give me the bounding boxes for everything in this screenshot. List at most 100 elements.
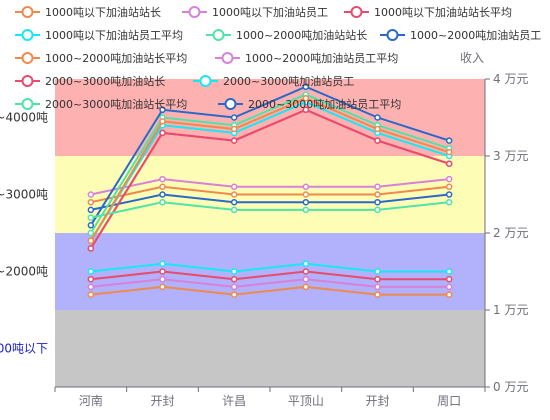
legend-item[interactable]: 2000~3000吨加油站员工平均 [218,97,401,111]
legend-swatch-marker [350,6,363,18]
legend-swatch-marker [386,29,399,41]
legend-item[interactable]: 1000~2000吨加油站员工 [380,28,541,42]
series-line-2 [90,270,450,281]
series-line-3 [90,262,450,273]
series-7-point-2 [230,183,238,191]
series-7-point-0 [87,191,95,198]
series-5-point-5 [445,191,453,198]
band-label-2: 2000~3000吨 [0,188,48,202]
legend-swatch-marker [21,6,34,18]
series-12-point-5 [445,198,453,206]
series-line-12 [90,201,450,219]
series-line-11 [89,85,450,226]
series-11-point-1 [159,106,166,114]
x-tick-label: 许昌 [222,394,246,408]
legend-label: 1000~2000吨加油站员工 [410,28,541,42]
series-7-point-1 [159,175,166,183]
series-13-point-2 [230,125,238,133]
x-tick-label: 开封 [150,394,174,408]
series-line-10 [89,93,450,234]
series-13-point-1 [159,118,166,125]
y-tick-label: 3 万元 [493,149,528,163]
series-2-point-0 [87,275,95,283]
series-2-point-4 [374,275,381,283]
legend-item[interactable]: 1000~2000吨加油站员工平均 [215,51,398,65]
series-line-4 [90,185,450,204]
series-12-point-3 [302,206,310,214]
series-5-point-3 [302,198,310,206]
series-line-13 [89,97,450,242]
series-11-point-0 [87,222,95,229]
series-12-point-2 [230,206,238,214]
legend-label: 1000~2000吨加油站长平均 [45,51,187,65]
series-12-point-4 [374,206,381,214]
series-12-point-0 [87,214,95,221]
series-2-point-2 [230,275,238,283]
legend-label: 2000~3000吨加油站员工平均 [248,97,401,111]
band-label-1: 1000~2000吨 [0,265,48,279]
legend-swatch-marker [224,98,237,110]
series-11-point-5 [445,137,453,144]
series-0-point-3 [302,283,310,291]
legend-label: 1000吨以下加油站站长平均 [374,5,512,19]
series-13-point-5 [445,148,453,156]
legend-item[interactable]: 2000~3000吨加油站长 [15,74,165,88]
series-1-point-0 [87,283,95,291]
legend-item[interactable]: 1000吨以下加油站站长平均 [344,5,512,19]
x-tick-label: 河南 [79,393,103,408]
legend-item[interactable]: 1000~2000吨加油站站长 [206,28,367,42]
series-7-point-3 [302,183,310,191]
legend[interactable]: 1000吨以下加油站站长 1000吨以下加油站员工 1000吨以下加油站站长平均 10… [15,5,541,111]
legend-label: 1000吨以下加油站站长 [45,5,161,19]
series-3-point-1 [159,260,166,268]
legend-item[interactable]: 1000吨以下加油站员工平均 [15,28,183,42]
series-line-7 [90,178,450,196]
axis-layer: 河南 开封 许昌 平顶山 开封 周口 0 万元 1 万元 2 万元 3 万元 4 万元 [54,72,528,408]
series-12-point-1 [159,198,166,206]
y-tick-label: 2 万元 [493,226,528,240]
y-tick-label: 1 万元 [493,303,528,317]
legend-label: 1000~2000吨加油站员工平均 [245,51,398,65]
series-11-point-2 [230,114,238,121]
series-2-point-3 [302,268,310,275]
series-8-point-4 [374,137,381,144]
band-label-0: 1000吨以下 [0,342,48,356]
y-tick-label: 4 万元 [493,72,528,86]
series-8-point-3 [302,106,310,114]
series-1-point-1 [159,275,166,283]
legend-swatch-marker [221,52,234,64]
band-label-3: 3000~4000吨 [0,111,48,125]
legend-label: 2000~3000吨加油站长 [45,74,165,88]
series-8-point-0 [87,245,95,252]
series-2-point-5 [445,275,453,283]
series-5-point-1 [159,191,166,198]
series-1-point-2 [230,283,238,291]
legend-label: 2000~3000吨加油站员工 [223,74,354,88]
series-2-point-1 [159,268,166,275]
series-4-point-0 [87,198,95,206]
series-5-point-0 [87,206,95,214]
legend-item[interactable]: 2000~3000吨加油站员工 [193,74,354,88]
series-4-point-5 [445,183,453,191]
legend-item[interactable]: 1000吨以下加油站站长 [15,5,161,19]
series-5-point-4 [374,198,381,206]
series-0-point-4 [374,291,381,298]
legend-item[interactable]: 2000~3000吨加油站长平均 [15,97,187,111]
series-1-point-4 [374,283,381,291]
legend-item[interactable]: 1000吨以下加油站员工 [182,5,328,19]
series-4-point-4 [374,191,381,198]
series-11-point-3 [302,83,310,90]
series-8-point-1 [159,129,166,137]
x-tick-label: 平顶山 [288,394,324,408]
series-3-point-0 [87,268,95,275]
series-13-point-3 [302,95,310,102]
series-line-1 [90,278,450,288]
series-7-point-4 [374,183,381,191]
legend-item[interactable]: 1000~2000吨加油站长平均 [15,51,187,65]
legend-label: 1000~2000吨加油站站长 [236,28,367,42]
series-line-8 [89,108,450,249]
legend-label: 1000吨以下加油站员工 [212,5,328,19]
series-3-point-4 [374,268,381,275]
legend-swatch-marker [188,6,201,18]
